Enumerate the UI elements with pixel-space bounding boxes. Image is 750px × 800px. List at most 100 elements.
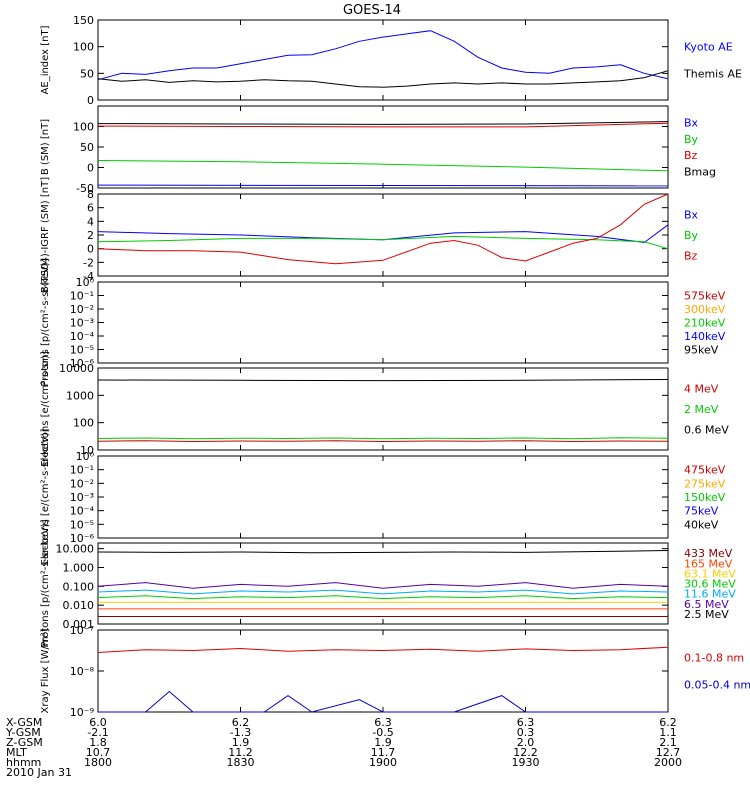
series-line-bx <box>97 184 669 187</box>
x-row-label: Z-GSM <box>6 736 43 749</box>
series-line-30-6-mev <box>97 595 669 600</box>
y-tick-label: 0.001 <box>63 618 95 631</box>
y-tick-label: 10000 <box>59 362 94 375</box>
legend-bmag: Bmag <box>684 166 716 179</box>
panel-6-frame <box>97 455 669 539</box>
y-tick-label: 50 <box>80 67 94 80</box>
y-tick-label: 150 <box>73 14 94 27</box>
series-line-kyoto-ae <box>97 30 669 81</box>
panel-2-ylabel: B (SM) [nT] <box>40 119 51 175</box>
x-row-value: 1930 <box>512 756 540 769</box>
y-tick-label: 8 <box>87 188 94 201</box>
legend-6-5-mev: 6.5 MeV <box>684 598 729 611</box>
y-tick-label: 1000 <box>66 389 94 402</box>
y-tick-label: 10⁻⁶ <box>70 357 95 370</box>
x-row-value: -0.5 <box>372 726 393 739</box>
y-tick-label: 10⁻¹ <box>70 464 94 477</box>
series-line-by <box>97 235 669 250</box>
panel-8-ylabel: Xray Flux [W/m²] <box>40 628 51 713</box>
y-tick-label: -50 <box>76 182 94 195</box>
legend-0-6-mev: 0.6 MeV <box>684 424 729 437</box>
y-tick-label: 10⁻⁹ <box>70 706 94 719</box>
legend-bx: Bx <box>684 116 699 129</box>
panel-5-ylabel: Electrons [e/(cm²-s-sr)] <box>40 351 51 467</box>
legend-kyoto-ae: Kyoto AE <box>684 41 733 54</box>
series-line-by <box>97 160 669 172</box>
panel-8-frame <box>97 629 669 713</box>
x-row-value: 1.8 <box>89 736 107 749</box>
legend-2-mev: 2 MeV <box>684 403 719 416</box>
series-line-2-mev <box>97 437 669 440</box>
y-tick-label: 0.100 <box>63 580 95 593</box>
y-tick-label: 10⁻³ <box>70 317 94 330</box>
y-tick-label: 10⁰ <box>76 450 95 463</box>
y-tick-label: 10⁰ <box>76 276 95 289</box>
x-row-value: 1800 <box>84 756 112 769</box>
series-line-6-5-mev <box>97 582 669 589</box>
legend-themis-ae: Themis AE <box>683 67 742 80</box>
legend-0-1-0-8-nm: 0.1-0.8 nm <box>684 651 744 664</box>
panel-1-ylabel: AE_index [nT] <box>40 25 51 94</box>
x-row-value: 0.3 <box>517 726 535 739</box>
y-tick-label: 10⁻² <box>70 477 94 490</box>
legend-95kev: 95keV <box>684 344 719 357</box>
y-tick-label: 10⁻⁴ <box>70 505 95 518</box>
legend-30-6-mev: 30.6 MeV <box>684 578 736 591</box>
x-row-value: 12.7 <box>656 746 681 759</box>
series-line-bz <box>97 122 669 128</box>
plot-title: GOES-14 <box>343 3 401 18</box>
series-line-bx <box>97 224 669 244</box>
panel-3-ylabel: B(TS04)-IGRF (SM) [nT] <box>40 177 51 293</box>
y-tick-label: 10⁻⁸ <box>70 665 95 678</box>
x-row-value: 6.2 <box>232 716 250 729</box>
series-line-0-05-0-4-nm <box>98 690 668 713</box>
panel-1-frame <box>97 19 669 101</box>
series-line-11-6-mev <box>97 589 669 595</box>
legend-150kev: 150keV <box>684 491 726 504</box>
y-tick-label: 0 <box>87 162 94 175</box>
legend-63-1-mev: 63.1 MeV <box>684 567 736 580</box>
legend-575kev: 575keV <box>684 290 726 303</box>
x-row-value: -1.3 <box>230 726 251 739</box>
y-tick-label: 100 <box>73 41 94 54</box>
y-tick-label: 10⁻⁷ <box>70 624 94 637</box>
legend-4-mev: 4 MeV <box>684 383 719 396</box>
y-tick-label: 100 <box>73 121 94 134</box>
legend-bz: Bz <box>684 149 698 162</box>
series-line-themis-ae <box>97 70 669 88</box>
legend-210kev: 210keV <box>684 317 726 330</box>
panel-7-ylabel: Protons [p/(cm²-s-sr-keV)] <box>40 519 51 647</box>
legend-by: By <box>684 229 699 242</box>
legend-bx: Bx <box>684 209 699 222</box>
y-tick-label: 10⁻⁵ <box>70 518 94 531</box>
series-line-2-5-mev <box>97 550 669 554</box>
x-row-label: hhmm <box>6 756 41 769</box>
y-tick-label: 0.010 <box>63 599 95 612</box>
series-line-4-mev <box>97 440 669 443</box>
panel-4-frame <box>97 281 669 364</box>
x-row-value: 1900 <box>369 756 397 769</box>
y-tick-label: 10.000 <box>56 543 95 556</box>
legend-11-6-mev: 11.6 MeV <box>684 588 736 601</box>
y-tick-label: 10⁻¹ <box>70 290 94 303</box>
x-row-value: 11.2 <box>228 746 253 759</box>
legend-by: By <box>684 133 699 146</box>
y-tick-label: -2 <box>83 256 94 269</box>
panel-4-ylabel: Protons [p/(cm²-s-sr-keV)] <box>40 258 51 386</box>
y-tick-label: 10⁻⁶ <box>70 532 95 545</box>
x-row-value: 1.9 <box>374 736 392 749</box>
y-tick-label: 10 <box>80 444 94 457</box>
x-row-label: MLT <box>6 746 27 759</box>
y-tick-label: 50 <box>80 141 94 154</box>
y-tick-label: 10⁻² <box>70 303 94 316</box>
x-row-value: 6.2 <box>659 716 677 729</box>
y-tick-label: 100 <box>73 417 94 430</box>
x-row-value: 1830 <box>227 756 255 769</box>
y-tick-label: 10⁻⁵ <box>70 344 94 357</box>
x-row-label: X-GSM <box>6 716 42 729</box>
x-row-value: -2.1 <box>87 726 108 739</box>
legend-40kev: 40keV <box>684 518 719 531</box>
x-row-value: 1.9 <box>232 736 250 749</box>
